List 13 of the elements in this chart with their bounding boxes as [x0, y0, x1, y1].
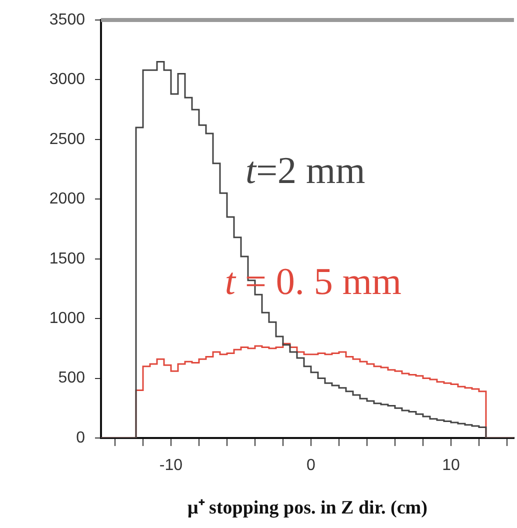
y-tick-label: 0 [76, 429, 86, 446]
y-tick-label: 1000 [49, 310, 86, 327]
x-tick-label: 10 [442, 457, 460, 474]
x-axis-title: μ⁺ stopping pos. in Z dir. (cm) [188, 498, 428, 519]
y-tick-label: 2000 [49, 190, 86, 208]
x-tick-label: -10 [159, 457, 183, 474]
series-label: t=2 mm [246, 150, 366, 192]
x-tick-label: 0 [306, 457, 316, 474]
y-tick-label: 2500 [49, 130, 86, 148]
y-tick-label: 500 [58, 370, 86, 387]
y-tick-label: 1500 [49, 250, 86, 268]
y-tick-label: 3000 [49, 71, 86, 88]
y-tick-label: 3500 [49, 11, 86, 28]
